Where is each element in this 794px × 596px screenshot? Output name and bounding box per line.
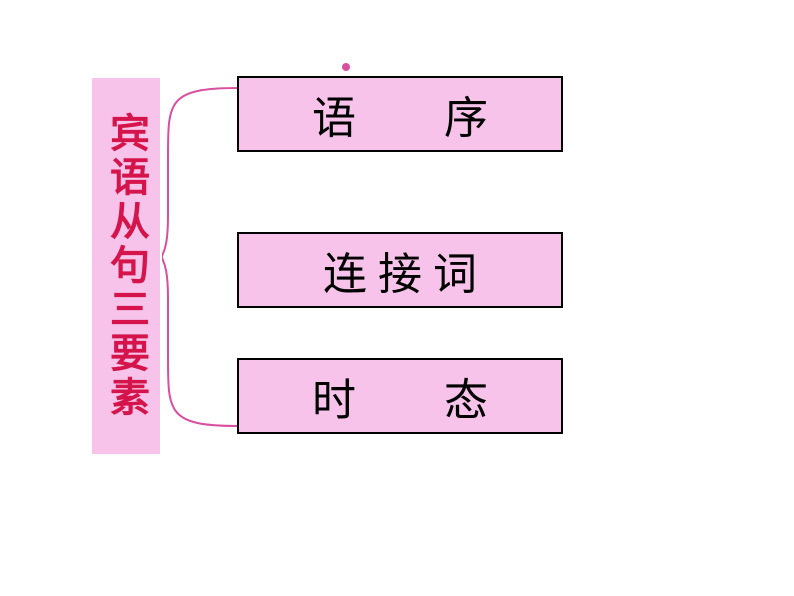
leaf-connective: 连 接 词 (237, 232, 563, 308)
leaf-tense: 时 态 (237, 358, 563, 434)
leaf-word-order: 语 序 (237, 76, 563, 152)
title-text: 宾语从句三要素 (97, 112, 155, 420)
leaf-word-order-label: 语 序 (312, 82, 488, 146)
decorative-dot (342, 63, 350, 71)
brace-connector (162, 86, 238, 428)
leaf-connective-label: 连 接 词 (323, 238, 477, 302)
brace-path (162, 88, 238, 426)
diagram-canvas: { "title_box": { "text": "宾语从句三要素", "lef… (0, 0, 794, 596)
leaf-tense-label: 时 态 (312, 364, 488, 428)
title-box: 宾语从句三要素 (92, 78, 160, 454)
